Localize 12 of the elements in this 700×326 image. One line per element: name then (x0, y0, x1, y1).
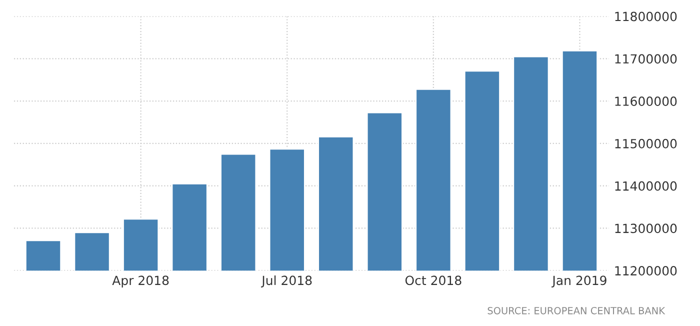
y-tick-label: 11800000 (615, 12, 677, 22)
y-tick-label: 11600000 (615, 96, 677, 106)
y-tick-label: 11400000 (615, 181, 677, 191)
y-tick-label: 11200000 (615, 266, 677, 276)
y-tick-label: 11300000 (615, 224, 677, 234)
x-tick-label: Oct 2018 (405, 276, 462, 286)
x-tick-label: Jan 2019 (552, 276, 606, 288)
source-note: SOURCE: EUROPEAN CENTRAL BANK (488, 306, 666, 314)
y-tick-label: 11700000 (615, 54, 677, 64)
x-tick-label: Jul 2018 (261, 275, 312, 288)
x-tick-label: Apr 2018 (112, 276, 169, 288)
y-tick-label: 11500000 (615, 138, 677, 148)
